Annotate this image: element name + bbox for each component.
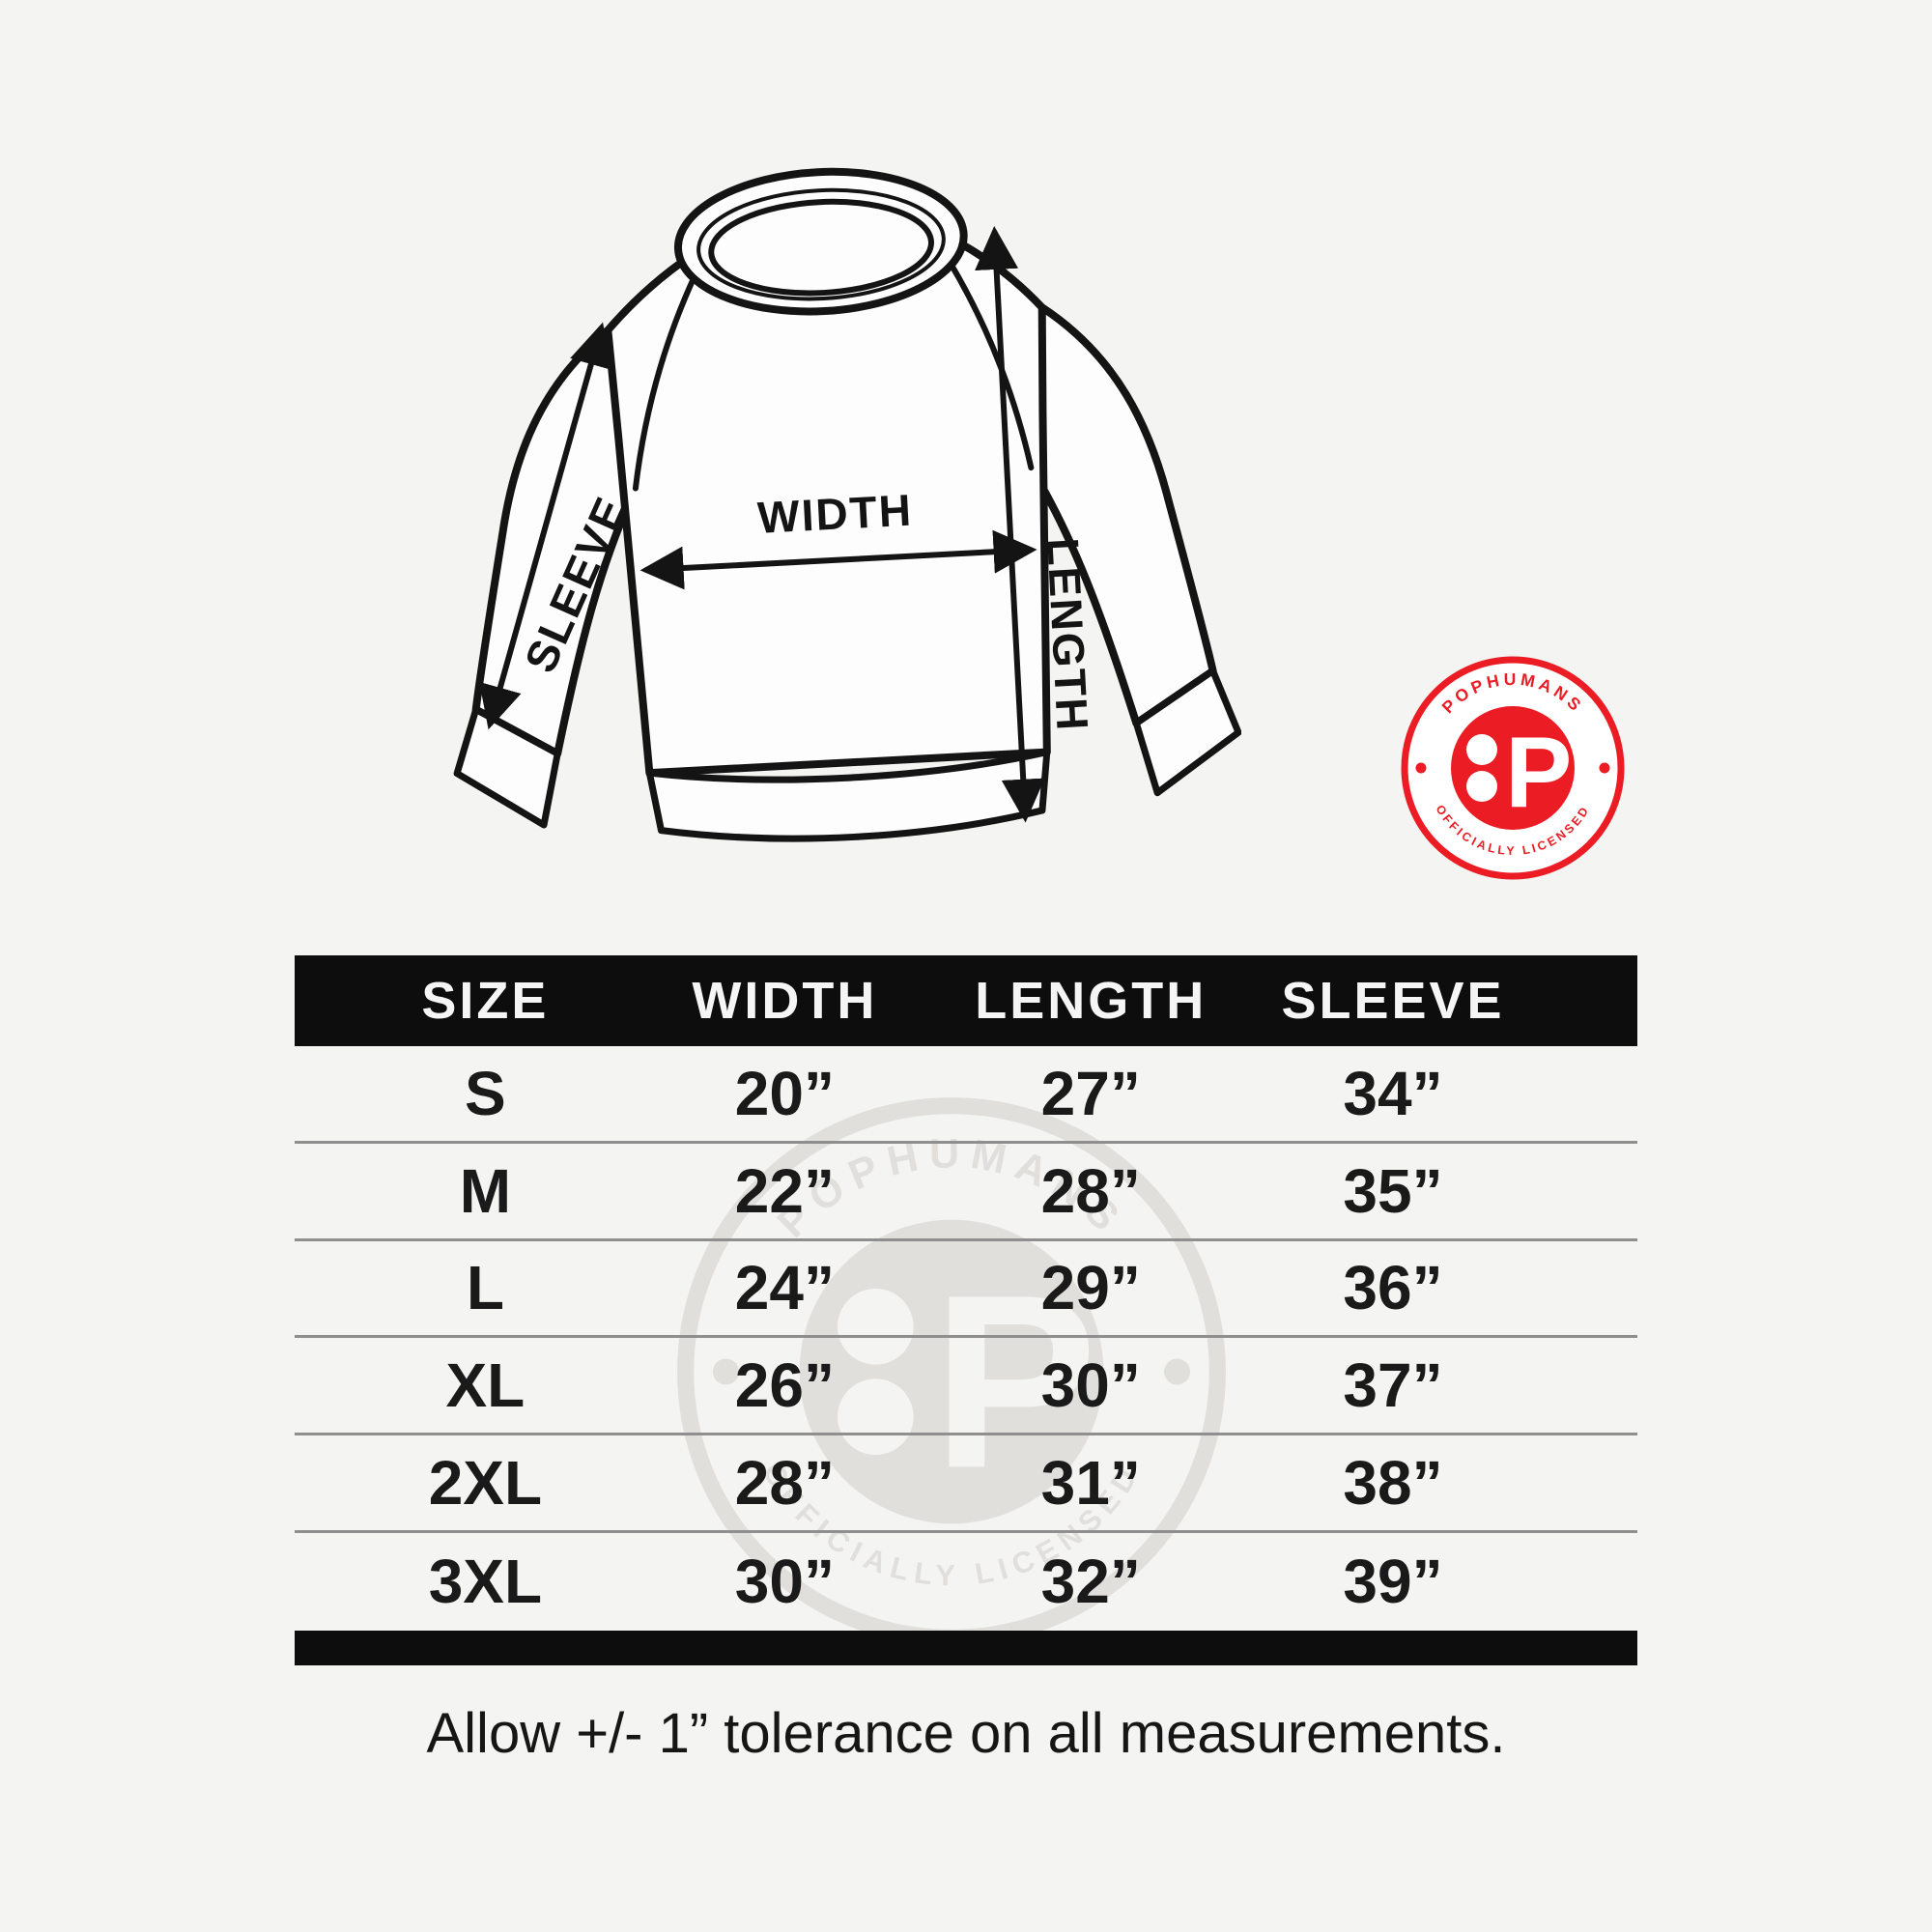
length-cell: 27” <box>1040 1058 1141 1128</box>
size-cell: S <box>465 1058 506 1128</box>
sleeve-cell: 39” <box>1343 1547 1443 1617</box>
length-cell: 31” <box>1040 1448 1141 1519</box>
length-cell: 32” <box>1040 1547 1141 1617</box>
size-cell: 3XL <box>428 1547 543 1617</box>
size-table-footer-bar <box>295 1630 1637 1665</box>
size-cell: XL <box>445 1350 526 1421</box>
sleeve-cell: 35” <box>1343 1155 1443 1226</box>
watermark-monogram: P <box>932 1244 1097 1520</box>
table-row: 2XL 28” 31” 38” <box>295 1435 1637 1533</box>
width-cell: 26” <box>734 1350 835 1421</box>
sleeve-cell: 37” <box>1343 1350 1443 1421</box>
collar-seam <box>696 187 946 301</box>
sweatshirt-diagram: WIDTH LENGTH SLEEVE <box>453 167 1241 842</box>
size-table: SIZE WIDTH LENGTH SLEEVE S 20” 27” 34” M… <box>295 955 1637 1665</box>
size-cell: 2XL <box>428 1448 543 1519</box>
tolerance-note: Allow +/- 1” tolerance on all measuremen… <box>426 1702 1506 1765</box>
badge-monogram: P <box>1505 717 1572 829</box>
width-cell: 20” <box>734 1058 835 1128</box>
length-label: LENGTH <box>1037 537 1097 734</box>
badge-right-dot <box>1599 762 1610 774</box>
table-row: M 22” 28” 35” <box>295 1144 1637 1241</box>
watermark-right-dot <box>1164 1358 1191 1385</box>
size-cell: L <box>466 1253 504 1323</box>
badge-colon-dot-top <box>1466 734 1497 765</box>
left-sleeve-seam <box>632 272 698 492</box>
header-size: SIZE <box>421 972 550 1030</box>
width-cell: 28” <box>734 1448 835 1519</box>
table-row: XL 26” 30” 37” <box>295 1338 1637 1436</box>
collar-inner <box>708 198 935 297</box>
table-row: L 24” 29” 36” <box>295 1241 1637 1339</box>
size-table-body: S 20” 27” 34” M 22” 28” 35” L 24” 29” 36… <box>295 1046 1637 1631</box>
width-arrow <box>639 529 1037 590</box>
header-sleeve: SLEEVE <box>1281 972 1505 1030</box>
watermark-colon-dot-bottom <box>838 1378 914 1456</box>
pophumans-badge: POPHUMANS OFFICIALLY LICENSED P <box>1401 656 1625 880</box>
watermark-colon-dot-top <box>838 1288 914 1365</box>
width-cell: 30” <box>734 1547 835 1617</box>
width-label: WIDTH <box>756 485 914 543</box>
size-cell: M <box>459 1155 512 1226</box>
right-cuff <box>1132 668 1241 797</box>
size-table-header: SIZE WIDTH LENGTH SLEEVE <box>295 955 1637 1046</box>
header-width: WIDTH <box>692 972 878 1030</box>
length-cell: 30” <box>1040 1350 1141 1421</box>
length-cell: 29” <box>1040 1253 1141 1323</box>
badge-left-dot <box>1415 762 1427 774</box>
table-row: S 20” 27” 34” <box>295 1046 1637 1144</box>
sleeve-cell: 34” <box>1343 1058 1443 1128</box>
width-cell: 22” <box>734 1155 835 1226</box>
width-cell: 24” <box>734 1253 835 1323</box>
table-row: 3XL 30” 32” 39” <box>295 1533 1637 1631</box>
sleeve-cell: 38” <box>1343 1448 1443 1519</box>
length-cell: 28” <box>1040 1155 1141 1226</box>
header-length: LENGTH <box>975 972 1208 1030</box>
watermark-left-dot <box>712 1358 739 1385</box>
sleeve-arrow <box>479 322 612 730</box>
badge-colon-dot-bottom <box>1466 771 1497 802</box>
sleeve-cell: 36” <box>1343 1253 1443 1323</box>
length-arrow <box>975 225 1045 823</box>
left-cuff <box>453 705 561 829</box>
